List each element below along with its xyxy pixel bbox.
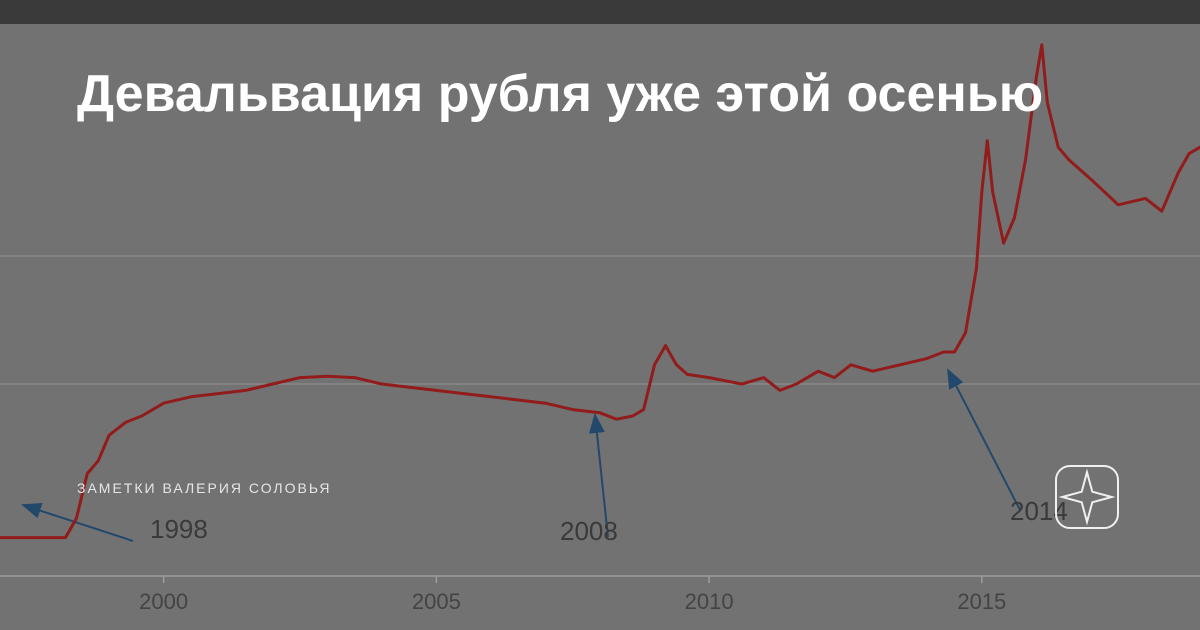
headline: Девальвация рубля уже этой осенью: [77, 65, 1043, 125]
subtitle: ЗАМЕТКИ ВАЛЕРИЯ СОЛОВЬЯ: [77, 480, 332, 496]
chart-card: 2000200520102015199820082014 Девальвация…: [0, 0, 1200, 630]
top-border: [0, 0, 1200, 24]
